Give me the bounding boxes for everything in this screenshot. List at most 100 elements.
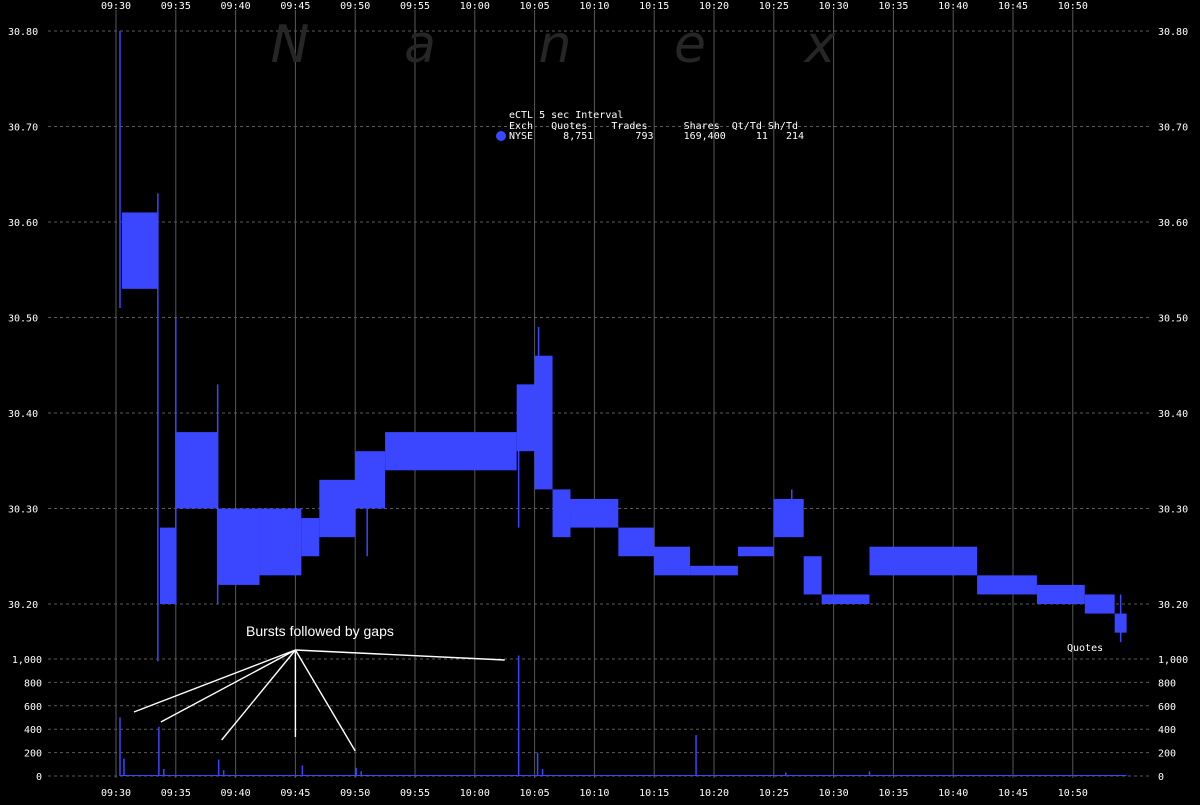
price-series	[119, 31, 1127, 662]
quote-volume-series	[119, 655, 1127, 776]
y-tick-label-price-right: 30.70	[1158, 123, 1188, 134]
price-band	[821, 594, 870, 604]
x-tick-label-top: 10:20	[699, 1, 729, 12]
y-tick-label-price-left: 30.80	[8, 27, 38, 38]
x-tick-label-top: 09:40	[221, 1, 251, 12]
y-tick-label-price-left: 30.70	[8, 123, 38, 134]
y-tick-label-price-left: 30.30	[8, 505, 38, 516]
grid-layer	[48, 10, 1150, 778]
y-tick-label-volume-right: 800	[1158, 678, 1176, 689]
x-tick-label-top: 09:45	[280, 1, 310, 12]
x-tick-label-bottom: 09:50	[340, 788, 370, 799]
price-band	[355, 451, 386, 509]
price-band	[977, 575, 1037, 595]
legend-swatch	[496, 131, 506, 141]
x-tick-label-bottom: 10:00	[460, 788, 490, 799]
x-tick-label-bottom: 10:50	[1058, 788, 1088, 799]
watermark-letter: N	[271, 15, 310, 75]
annotation-pointer	[160, 649, 296, 723]
price-band	[869, 546, 978, 576]
x-tick-label-bottom: 09:30	[101, 788, 131, 799]
x-tick-label-bottom: 09:45	[280, 788, 310, 799]
x-tick-label-top: 10:45	[998, 1, 1028, 12]
price-band	[690, 565, 738, 576]
x-tick-label-top: 10:30	[819, 1, 849, 12]
x-tick-label-top: 09:55	[400, 1, 430, 12]
annotation-layer: Bursts followed by gaps	[133, 623, 505, 752]
x-tick-label-bottom: 09:55	[400, 788, 430, 799]
x-tick-label-bottom: 09:35	[161, 788, 191, 799]
price-band	[159, 527, 176, 604]
price-band	[773, 498, 804, 538]
y-tick-label-price-left: 30.50	[8, 314, 38, 325]
annotation-pointer	[133, 649, 296, 713]
y-tick-label-price-right: 30.20	[1158, 600, 1188, 611]
x-tick-label-top: 10:05	[520, 1, 550, 12]
axis-labels: 09:30 09:30 09:35 09:35 09:40 09:40 09:45 09:45…	[8, 1, 1188, 799]
x-tick-label-top: 09:30	[101, 1, 131, 12]
legend: eCTL 5 sec Interval Exch Quotes Trades S…	[496, 110, 804, 142]
watermark-letter: e	[674, 15, 706, 75]
legend-header: Exch Quotes Trades Shares Qt/Td Sh/Td	[509, 121, 798, 132]
x-tick-label-top: 10:15	[639, 1, 669, 12]
x-tick-label-top: 09:35	[161, 1, 191, 12]
watermark-letter: a	[404, 15, 436, 75]
watermark-letter: n	[539, 15, 572, 75]
y-tick-label-price-right: 30.60	[1158, 218, 1188, 229]
y-tick-label-volume-left: 800	[24, 678, 42, 689]
price-band	[1084, 594, 1115, 614]
x-tick-label-bottom: 10:35	[878, 788, 908, 799]
price-band	[737, 546, 774, 557]
x-tick-label-top: 09:50	[340, 1, 370, 12]
y-tick-label-price-right: 30.50	[1158, 314, 1188, 325]
y-tick-label-volume-left: 200	[24, 749, 42, 760]
price-band	[534, 355, 553, 490]
price-band	[217, 508, 260, 585]
price-band	[516, 384, 535, 452]
x-tick-label-bottom: 09:40	[221, 788, 251, 799]
x-tick-label-bottom: 10:05	[520, 788, 550, 799]
x-tick-label-bottom: 10:30	[819, 788, 849, 799]
price-band	[385, 432, 517, 471]
annotation-pointer	[295, 649, 505, 661]
price-band	[552, 489, 571, 538]
price-band	[259, 508, 302, 576]
y-tick-label-volume-left: 600	[24, 702, 42, 713]
y-tick-label-volume-right: 200	[1158, 749, 1176, 760]
x-tick-label-bottom: 10:15	[639, 788, 669, 799]
x-tick-label-bottom: 10:10	[579, 788, 609, 799]
y-tick-label-volume-right: 400	[1158, 725, 1176, 736]
y-tick-label-volume-right: 0	[1158, 772, 1164, 783]
y-tick-label-price-left: 30.60	[8, 218, 38, 229]
x-tick-label-top: 10:10	[579, 1, 609, 12]
quotes-series-label: Quotes	[1067, 643, 1103, 654]
legend-row-nyse: NYSE 8,751 793 169,400 11 214	[509, 131, 804, 142]
x-tick-label-top: 10:40	[938, 1, 968, 12]
y-tick-label-volume-right: 600	[1158, 702, 1176, 713]
price-band	[175, 432, 218, 509]
price-band	[121, 212, 158, 289]
y-tick-label-volume-left: 1,000	[12, 655, 42, 666]
x-tick-label-bottom: 10:45	[998, 788, 1028, 799]
price-band	[803, 556, 822, 595]
x-tick-label-top: 10:00	[460, 1, 490, 12]
price-band	[618, 527, 655, 557]
y-tick-label-price-left: 30.40	[8, 409, 38, 420]
legend-title: eCTL 5 sec Interval	[509, 110, 623, 121]
y-tick-label-price-left: 30.20	[8, 600, 38, 611]
watermark-letter: x	[803, 15, 837, 75]
y-tick-label-price-right: 30.40	[1158, 409, 1188, 420]
y-tick-label-price-right: 30.80	[1158, 27, 1188, 38]
price-band	[319, 479, 356, 538]
x-tick-label-top: 10:25	[759, 1, 789, 12]
y-tick-label-volume-left: 0	[36, 772, 42, 783]
annotation-pointer	[294, 649, 356, 752]
x-tick-label-top: 10:50	[1058, 1, 1088, 12]
price-band	[301, 518, 320, 557]
x-tick-label-top: 10:35	[878, 1, 908, 12]
x-tick-label-bottom: 10:20	[699, 788, 729, 799]
y-tick-label-price-right: 30.30	[1158, 505, 1188, 516]
